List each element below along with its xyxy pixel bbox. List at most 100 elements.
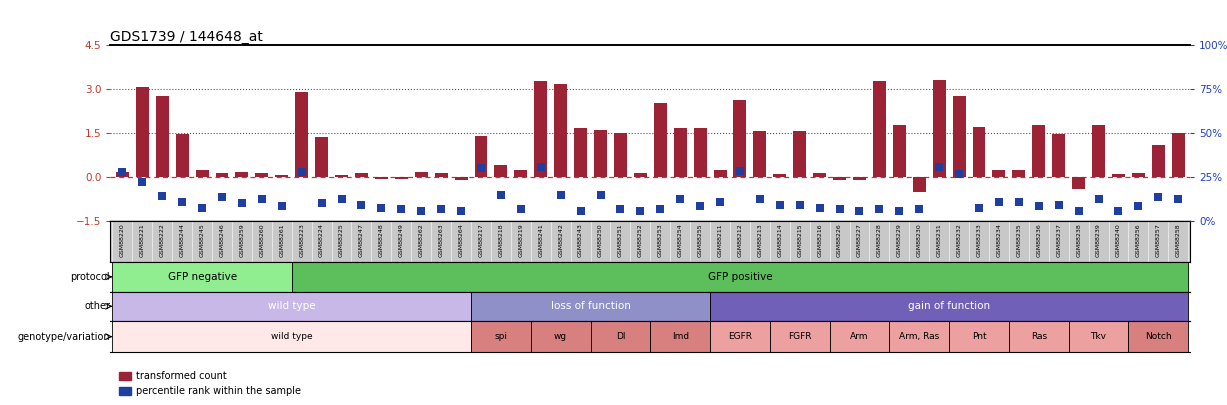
Bar bbox=[773, 174, 787, 177]
Point bbox=[452, 207, 471, 214]
Bar bbox=[113, 292, 471, 321]
Bar bbox=[255, 173, 269, 177]
Bar bbox=[335, 175, 348, 177]
Text: Tkv: Tkv bbox=[1091, 332, 1107, 341]
Legend: transformed count, percentile rank within the sample: transformed count, percentile rank withi… bbox=[115, 367, 304, 400]
Bar bbox=[275, 175, 288, 177]
Point bbox=[1109, 207, 1129, 214]
Point bbox=[810, 205, 829, 211]
Text: GSM88236: GSM88236 bbox=[1037, 223, 1042, 257]
Bar bbox=[893, 126, 906, 177]
Bar bbox=[315, 137, 328, 177]
Text: Notch: Notch bbox=[1145, 332, 1172, 341]
Bar bbox=[1012, 171, 1026, 177]
Text: GSM88249: GSM88249 bbox=[399, 223, 404, 257]
Point bbox=[312, 200, 331, 207]
Text: GSM88247: GSM88247 bbox=[360, 223, 364, 257]
Bar bbox=[654, 103, 666, 177]
Text: GSM88218: GSM88218 bbox=[498, 223, 503, 257]
Text: protocol: protocol bbox=[71, 272, 110, 282]
Point bbox=[1088, 196, 1108, 202]
Bar bbox=[814, 173, 826, 177]
Bar bbox=[292, 262, 1188, 292]
Text: GSM88242: GSM88242 bbox=[558, 223, 563, 257]
Point bbox=[571, 207, 590, 214]
Text: Pnt: Pnt bbox=[972, 332, 987, 341]
Text: GSM88253: GSM88253 bbox=[658, 223, 663, 257]
Point bbox=[969, 205, 989, 211]
Bar bbox=[236, 173, 248, 177]
Bar bbox=[594, 130, 607, 177]
Text: GSM88238: GSM88238 bbox=[1076, 223, 1081, 257]
Text: Arm: Arm bbox=[850, 332, 869, 341]
Text: GSM88228: GSM88228 bbox=[877, 223, 882, 257]
Point bbox=[650, 206, 670, 213]
Text: GSM88259: GSM88259 bbox=[239, 223, 244, 257]
Point bbox=[1168, 196, 1188, 202]
Bar bbox=[710, 292, 1188, 321]
Point bbox=[771, 202, 790, 208]
Point bbox=[670, 196, 690, 202]
Bar bbox=[769, 321, 829, 352]
Bar bbox=[634, 173, 647, 177]
Text: other: other bbox=[85, 301, 110, 311]
Point bbox=[292, 169, 312, 176]
Text: GSM88233: GSM88233 bbox=[977, 223, 982, 257]
Point bbox=[272, 203, 292, 209]
Text: GSM88257: GSM88257 bbox=[1156, 223, 1161, 257]
Text: GSM88252: GSM88252 bbox=[638, 223, 643, 257]
Bar bbox=[375, 177, 388, 179]
Text: gain of function: gain of function bbox=[908, 301, 990, 311]
Point bbox=[113, 169, 133, 176]
Point bbox=[491, 191, 510, 198]
Text: wild type: wild type bbox=[271, 332, 313, 341]
Bar bbox=[475, 136, 487, 177]
Text: GSM88256: GSM88256 bbox=[1136, 223, 1141, 257]
Point bbox=[1049, 202, 1069, 208]
Point bbox=[631, 207, 650, 214]
Text: GSM88237: GSM88237 bbox=[1056, 223, 1061, 257]
Text: FGFR: FGFR bbox=[788, 332, 811, 341]
Bar bbox=[156, 96, 168, 177]
Text: GSM88244: GSM88244 bbox=[179, 223, 184, 257]
Point bbox=[510, 206, 530, 213]
Point bbox=[989, 198, 1009, 205]
Text: GSM88232: GSM88232 bbox=[957, 223, 962, 257]
Bar bbox=[674, 128, 687, 177]
Bar bbox=[415, 173, 428, 177]
Bar bbox=[1069, 321, 1129, 352]
Text: GSM88223: GSM88223 bbox=[299, 223, 304, 257]
Text: GSM88240: GSM88240 bbox=[1117, 223, 1121, 257]
Text: GSM88243: GSM88243 bbox=[578, 223, 583, 257]
Point bbox=[829, 206, 849, 213]
Bar bbox=[113, 321, 471, 352]
Text: Arm, Ras: Arm, Ras bbox=[899, 332, 940, 341]
Text: GSM88230: GSM88230 bbox=[917, 223, 921, 257]
Bar bbox=[136, 87, 148, 177]
Text: GSM88222: GSM88222 bbox=[160, 223, 164, 257]
Bar bbox=[872, 81, 886, 177]
Bar bbox=[952, 96, 966, 177]
Point bbox=[1029, 203, 1049, 209]
Bar bbox=[793, 131, 806, 177]
Bar bbox=[973, 127, 985, 177]
Bar bbox=[471, 321, 531, 352]
Text: GSM88220: GSM88220 bbox=[120, 223, 125, 257]
Text: GSM88248: GSM88248 bbox=[379, 223, 384, 257]
Bar bbox=[1072, 177, 1085, 189]
Point bbox=[909, 206, 929, 213]
Bar bbox=[1053, 134, 1065, 177]
Text: GSM88241: GSM88241 bbox=[539, 223, 544, 257]
Text: GSM88250: GSM88250 bbox=[598, 223, 602, 257]
Point bbox=[929, 163, 948, 170]
Point bbox=[790, 202, 810, 208]
Bar bbox=[714, 170, 726, 177]
Point bbox=[133, 179, 152, 185]
Text: GSM88254: GSM88254 bbox=[677, 223, 682, 257]
Bar bbox=[950, 321, 1009, 352]
Bar bbox=[1112, 174, 1125, 177]
Bar bbox=[1133, 173, 1145, 177]
Point bbox=[1129, 203, 1148, 209]
Point bbox=[950, 171, 969, 177]
Point bbox=[691, 203, 710, 209]
